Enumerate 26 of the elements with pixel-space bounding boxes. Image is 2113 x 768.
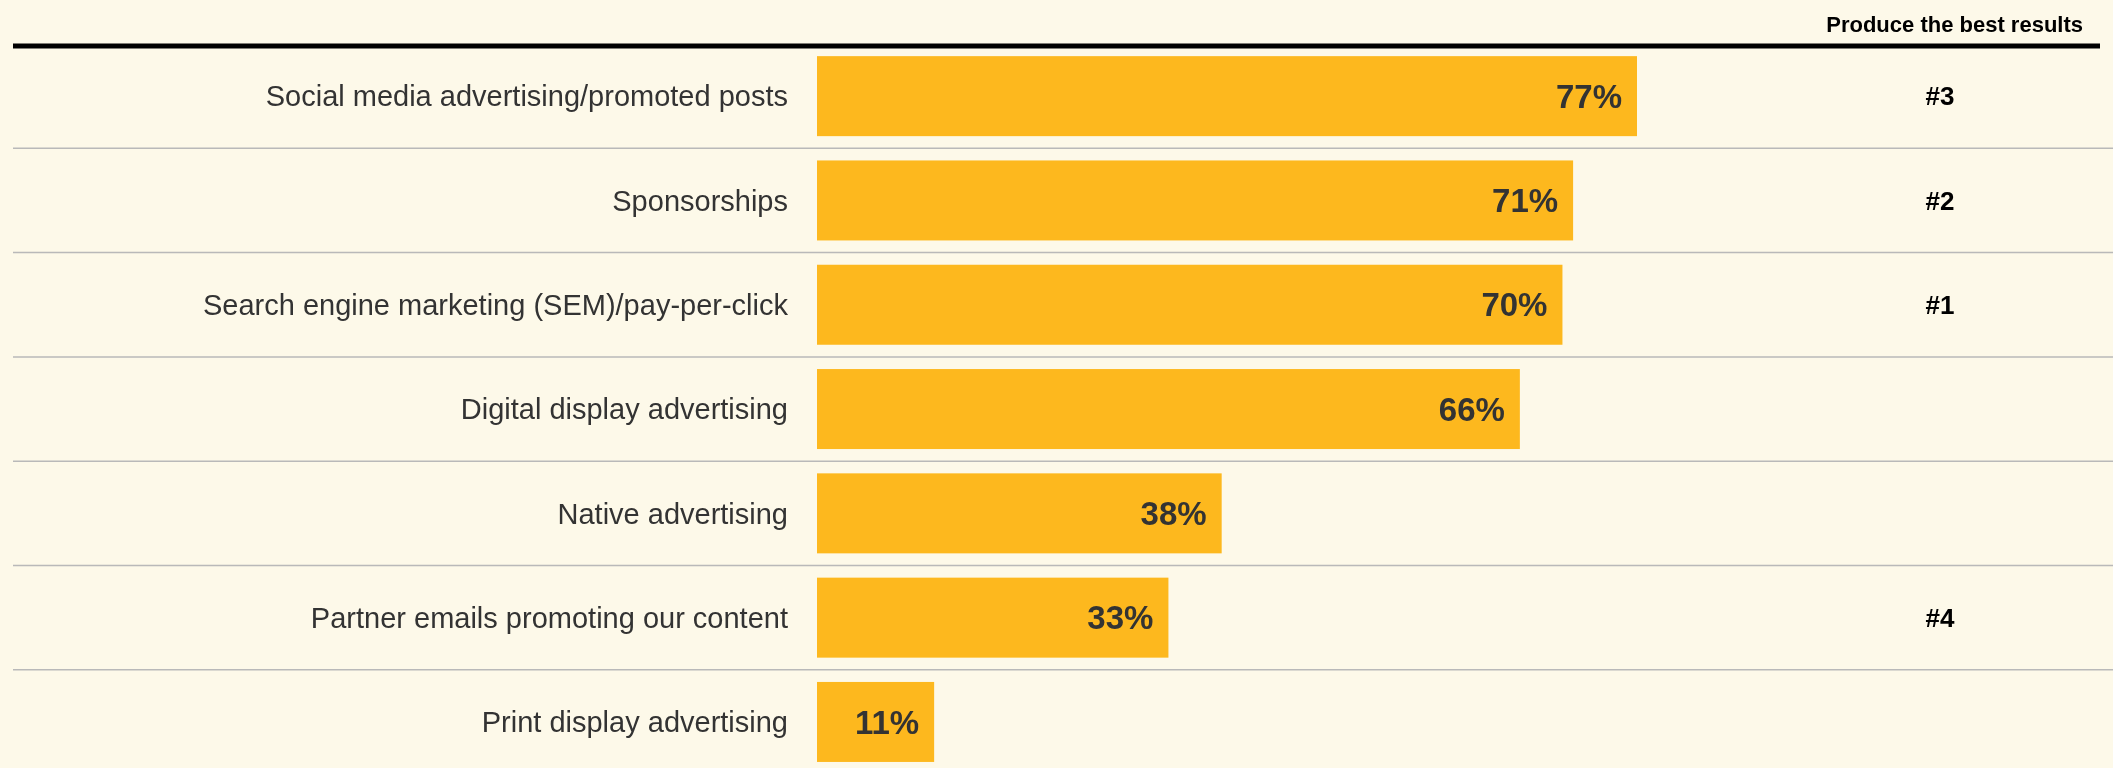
bar (817, 577, 1169, 658)
y-tick-label: Social media advertising/promoted posts (265, 80, 788, 113)
y2-tick-label: #4 (1925, 602, 1955, 633)
bar (817, 264, 1563, 345)
y2-tick-label: #2 (1925, 185, 1955, 216)
bar (817, 56, 1637, 137)
bar (817, 473, 1222, 554)
y2-tick-label: #1 (1925, 289, 1955, 320)
bar (817, 160, 1574, 241)
data-label: 77% (1555, 77, 1622, 115)
data-label: 71% (1492, 182, 1559, 219)
bar (817, 369, 1520, 450)
y-tick-label: Digital display advertising (460, 393, 788, 426)
data-label: 70% (1481, 286, 1548, 324)
y-tick-label: Print display advertising (481, 706, 788, 739)
y-tick-label: Partner emails promoting our content (310, 601, 788, 634)
y-tick-label: Search engine marketing (SEM)/pay-per-click (202, 288, 789, 321)
data-label: 38% (1140, 494, 1207, 532)
y-tick-label: Sponsorships (612, 184, 788, 217)
data-label: 33% (1087, 599, 1154, 637)
bar (817, 681, 935, 762)
data-label: 11% (854, 703, 920, 741)
y2-tick-label: #3 (1925, 81, 1955, 112)
y-tick-label: Native advertising (557, 497, 788, 530)
text: Produce the best results (1826, 11, 2083, 37)
data-label: 66% (1438, 390, 1505, 428)
